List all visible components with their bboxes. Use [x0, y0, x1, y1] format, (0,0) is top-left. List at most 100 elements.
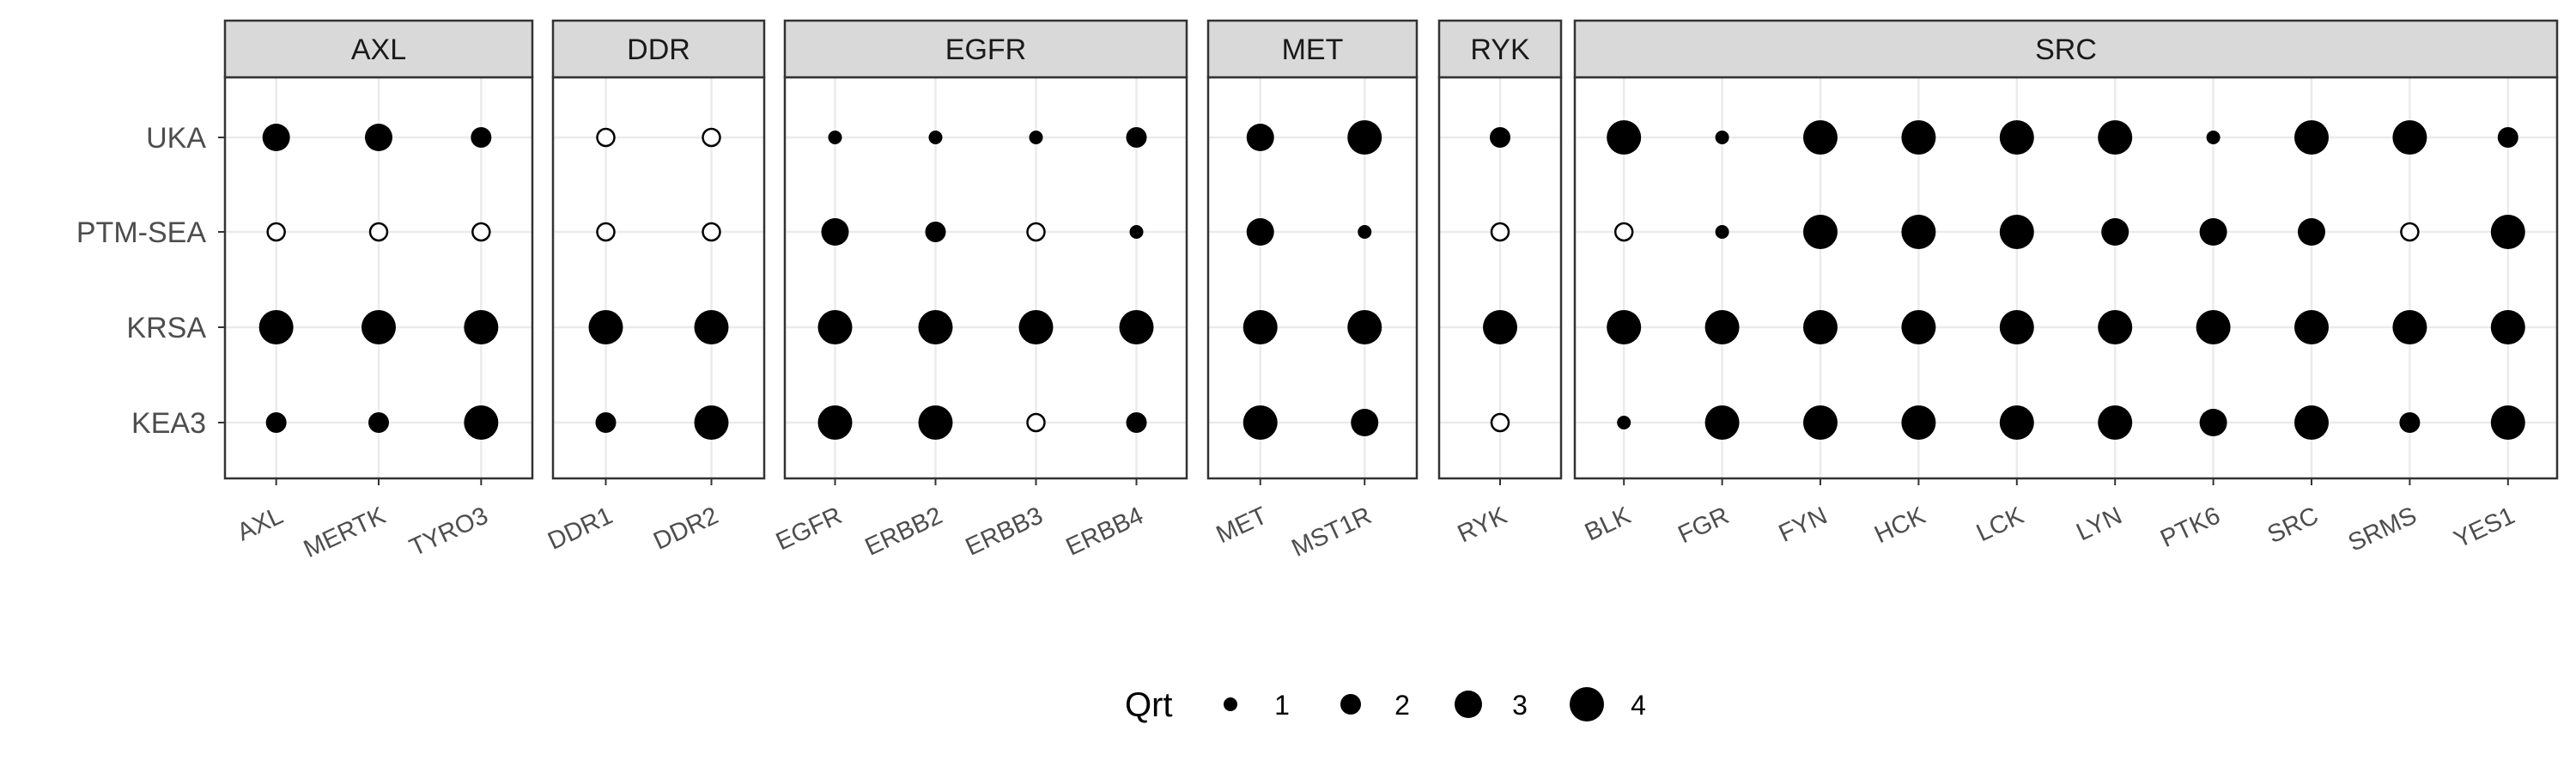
x-tick-label: DDR2: [649, 502, 722, 555]
facet-strip-label: EGFR: [945, 33, 1026, 66]
point-blk-uka: [1607, 120, 1642, 155]
point-blk-kea3: [1617, 416, 1631, 429]
point-hck-uka: [1901, 120, 1936, 155]
legend-label-2: 2: [1394, 690, 1410, 721]
facet-strip: [1573, 19, 2559, 79]
point-fyn-uka: [1803, 120, 1838, 155]
point-fgr-ptm-sea: [1715, 225, 1729, 239]
facet-strip: [783, 19, 1188, 79]
point-src-kea3: [2294, 405, 2329, 440]
point-erbb2-ptm-sea: [925, 222, 946, 242]
point-axl-ptm-sea-missing: [266, 222, 286, 242]
x-tick-label: MST1R: [1288, 502, 1376, 563]
point-mst1r-kea3: [1351, 409, 1379, 436]
x-tick-label: HCK: [1870, 502, 1930, 549]
legend-key-3: [1455, 691, 1482, 718]
x-tick-label: MERTK: [300, 502, 391, 563]
point-srms-krsa: [2392, 310, 2427, 344]
point-egfr-uka: [828, 131, 842, 144]
point-axl-kea3: [265, 412, 287, 433]
point-ddr2-uka-missing: [702, 127, 721, 148]
point-axl-krsa: [258, 310, 294, 344]
point-erbb4-uka: [1126, 127, 1147, 148]
point-mertk-kea3: [368, 412, 389, 433]
point-erbb3-krsa: [1018, 310, 1054, 344]
point-erbb3-ptm-sea-missing: [1026, 222, 1046, 242]
point-erbb3-kea3-missing: [1026, 412, 1046, 433]
point-ddr2-kea3: [694, 405, 729, 440]
point-lyn-uka: [2098, 120, 2133, 155]
point-fgr-krsa: [1704, 310, 1740, 344]
point-yes1-uka: [2497, 127, 2518, 148]
point-fyn-kea3: [1803, 405, 1838, 440]
point-yes1-ptm-sea: [2490, 215, 2525, 249]
x-tick-label: RYK: [1454, 502, 1512, 548]
x-tick-label: YES1: [2450, 502, 2519, 553]
point-egfr-ptm-sea: [821, 218, 849, 246]
x-tick-label: ERBB3: [962, 502, 1048, 561]
facet-src: SRC BLK FGR FYN HCK LCK LYN PTK6 SRC SRMS YES1: [1573, 19, 2559, 557]
facet-strip: [223, 19, 534, 79]
point-mertk-ptm-sea-missing: [368, 222, 389, 242]
point-fgr-kea3: [1704, 405, 1740, 440]
point-tyro3-krsa: [464, 310, 499, 344]
point-erbb4-ptm-sea: [1129, 225, 1144, 239]
point-tyro3-kea3: [464, 405, 499, 440]
facet-strip-label: DDR: [627, 33, 690, 66]
legend-label-1: 1: [1274, 690, 1290, 721]
legend-label-4: 4: [1631, 690, 1646, 721]
point-ddr2-ptm-sea-missing: [702, 222, 721, 242]
y-axis-labels: UKA PTM-SEA KRSA KEA3: [76, 122, 225, 440]
point-src-krsa: [2294, 310, 2329, 344]
facet-strip: [1206, 19, 1419, 79]
point-ryk-kea3-missing: [1490, 412, 1510, 433]
point-fyn-ptm-sea: [1803, 215, 1838, 249]
point-lyn-ptm-sea: [2101, 218, 2129, 246]
point-lyn-kea3: [2098, 405, 2133, 440]
x-tick-label: ERBB2: [861, 502, 947, 561]
point-fyn-krsa: [1803, 310, 1838, 344]
point-erbb3-uka: [1029, 131, 1043, 144]
point-srms-uka: [2392, 120, 2427, 155]
point-yes1-kea3: [2490, 405, 2525, 440]
panel-background: [553, 77, 764, 478]
legend-title: Qrt: [1125, 686, 1173, 724]
facet-strip-label: AXL: [351, 33, 406, 66]
point-fgr-uka: [1715, 131, 1729, 144]
point-lck-krsa: [1999, 310, 2034, 344]
point-src-ptm-sea: [2298, 218, 2325, 246]
point-erbb2-kea3: [918, 405, 953, 440]
point-blk-ptm-sea-missing: [1613, 222, 1634, 242]
facet-ddr: DDR DDR1 DDR2: [544, 19, 766, 556]
point-egfr-kea3: [817, 405, 853, 440]
point-mst1r-krsa: [1347, 310, 1382, 344]
point-met-krsa: [1242, 310, 1278, 344]
point-ddr2-krsa: [694, 310, 729, 344]
x-tick-label: BLK: [1581, 502, 1636, 546]
x-tick-label: SRC: [2263, 502, 2323, 549]
facet-axl: AXL AXL MERTK TYRO3: [223, 19, 534, 563]
point-ptk6-uka: [2206, 131, 2221, 144]
point-ptk6-krsa: [2196, 310, 2231, 344]
point-blk-krsa: [1607, 310, 1642, 344]
x-tick-label: LYN: [2072, 502, 2126, 546]
x-tick-label: AXL: [233, 502, 287, 546]
point-mertk-krsa: [361, 310, 396, 344]
y-tick-label: UKA: [146, 122, 206, 155]
point-tyro3-ptm-sea-missing: [471, 222, 491, 242]
point-lck-kea3: [1999, 405, 2034, 440]
y-tick-label: PTM-SEA: [76, 216, 206, 249]
size-legend: Qrt 1 2 3 4: [1125, 686, 1646, 724]
point-erbb4-kea3: [1126, 412, 1147, 433]
facet-egfr: EGFR EGFR ERBB2 ERBB3 ERBB4: [772, 19, 1188, 562]
point-erbb4-krsa: [1119, 310, 1154, 344]
panel-background: [1575, 77, 2557, 478]
legend-key-2: [1340, 694, 1361, 715]
point-lyn-krsa: [2098, 310, 2133, 344]
y-tick-label: KEA3: [131, 407, 206, 440]
panel-background: [785, 77, 1187, 478]
facet-strip-label: RYK: [1470, 33, 1530, 66]
point-hck-kea3: [1901, 405, 1936, 440]
x-tick-label: ERBB4: [1062, 502, 1148, 561]
